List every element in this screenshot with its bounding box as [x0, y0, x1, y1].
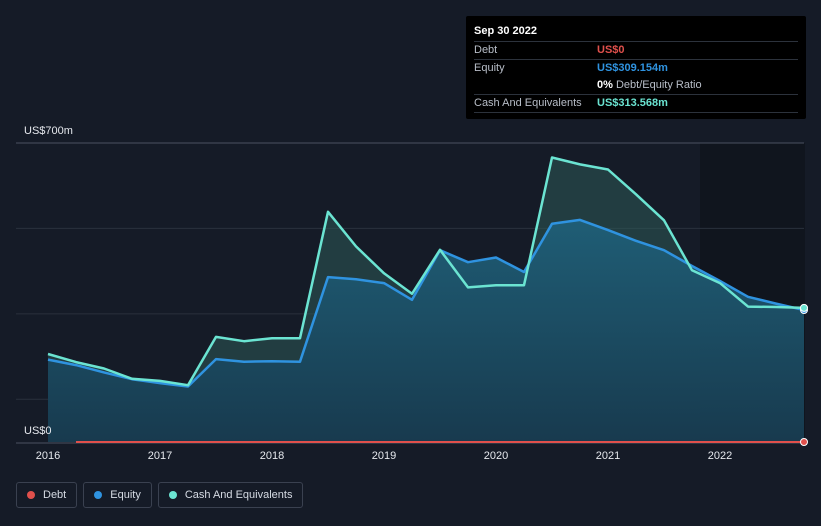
tooltip-ratio-label: Debt/Equity Ratio: [615, 79, 702, 91]
cash-line: [47, 156, 805, 387]
line-layer: [47, 156, 805, 443]
tooltip-bottom-rule: [474, 112, 798, 130]
marker-layer: [800, 303, 808, 446]
legend: Debt Equity Cash And Equivalents: [16, 482, 304, 508]
equity-line: [47, 218, 805, 388]
cash-dot-icon: [168, 491, 177, 499]
x-tick-label: 2019: [371, 450, 397, 462]
tooltip: Sep 30 2022 Debt US$0 Equity US$309.154m…: [466, 16, 806, 119]
tooltip-equity-label: Equity: [474, 62, 505, 74]
tooltip-row-debt: Debt US$0: [474, 41, 798, 59]
tooltip-debt-label: Debt: [474, 44, 498, 56]
legend-item-equity[interactable]: Equity: [83, 482, 152, 508]
cash-end-marker: [800, 303, 808, 312]
legend-equity-label: Equity: [110, 489, 141, 501]
x-tick-label: 2022: [707, 450, 733, 462]
legend-item-cash[interactable]: Cash And Equivalents: [157, 482, 304, 508]
legend-debt-label: Debt: [43, 489, 67, 501]
tooltip-cash-label: Cash And Equivalents: [474, 97, 582, 109]
legend-item-debt[interactable]: Debt: [16, 482, 78, 508]
y-axis-top-label: US$700m: [24, 125, 73, 137]
tooltip-equity-value: US$309.154m: [597, 62, 668, 74]
tooltip-date: Sep 30 2022: [474, 25, 537, 37]
x-tick-label: 2018: [259, 450, 285, 462]
tooltip-cash-value: US$313.568m: [597, 97, 668, 109]
tooltip-row-ratio: 0% Debt/Equity Ratio: [474, 77, 798, 94]
debt-dot-icon: [27, 491, 35, 499]
x-tick-label: 2020: [483, 450, 509, 462]
equity-area: [48, 219, 804, 442]
x-tick-label: 2021: [595, 450, 621, 462]
y-axis-bottom-label: US$0: [24, 425, 52, 437]
tooltip-ratio-value: 0%: [597, 79, 613, 91]
debt-end-marker: [800, 438, 808, 446]
tooltip-row-equity: Equity US$309.154m: [474, 59, 798, 77]
equity-dot-icon: [94, 491, 103, 499]
tooltip-ratio: 0% Debt/Equity Ratio: [597, 77, 702, 93]
tooltip-debt-value: US$0: [597, 44, 625, 56]
x-tick-label: 2017: [147, 450, 173, 462]
tooltip-row-cash: Cash And Equivalents US$313.568m: [474, 94, 798, 112]
legend-cash-label: Cash And Equivalents: [184, 489, 293, 501]
area-layer: [48, 157, 804, 442]
x-tick-label: 2016: [35, 450, 61, 462]
